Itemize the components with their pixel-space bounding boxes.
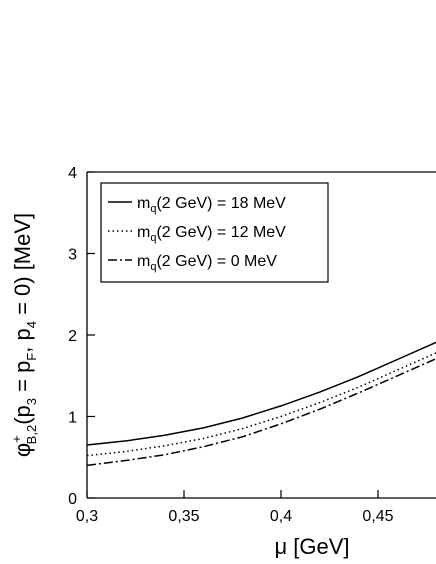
legend-label: mq(2 GeV) = 0 MeV (137, 253, 277, 273)
y-axis-title: φ+B,2(p3 = pF, p4 = 0) [MeV] (9, 213, 39, 457)
x-tick-label: 0,45 (362, 508, 393, 525)
ticks-group: 0,3 0,35 0,4 0,45 0 1 2 3 4 (68, 165, 394, 525)
y-tick-label: 2 (68, 328, 77, 345)
y-tick-label: 1 (68, 410, 77, 427)
y-tick-label: 3 (68, 247, 77, 264)
x-tick-label: 0,3 (76, 508, 98, 525)
series-line-dashdot (86, 357, 436, 467)
series-group (86, 341, 436, 467)
y-tick-label: 4 (68, 165, 77, 182)
series-line-dotted (86, 352, 436, 457)
legend-box (100, 182, 329, 283)
legend: mq(2 GeV) = 18 MeV mq(2 GeV) = 12 MeV mq(2… (100, 182, 329, 283)
legend-label: mq(2 GeV) = 12 MeV (137, 224, 286, 244)
x-axis-title: μ [GeV] (274, 534, 349, 559)
x-tick-label: 0,4 (270, 508, 292, 525)
y-tick-label: 0 (68, 491, 77, 508)
legend-label: mq(2 GeV) = 18 MeV (137, 195, 286, 215)
series-line-solid (86, 341, 436, 446)
x-tick-label: 0,35 (168, 508, 199, 525)
